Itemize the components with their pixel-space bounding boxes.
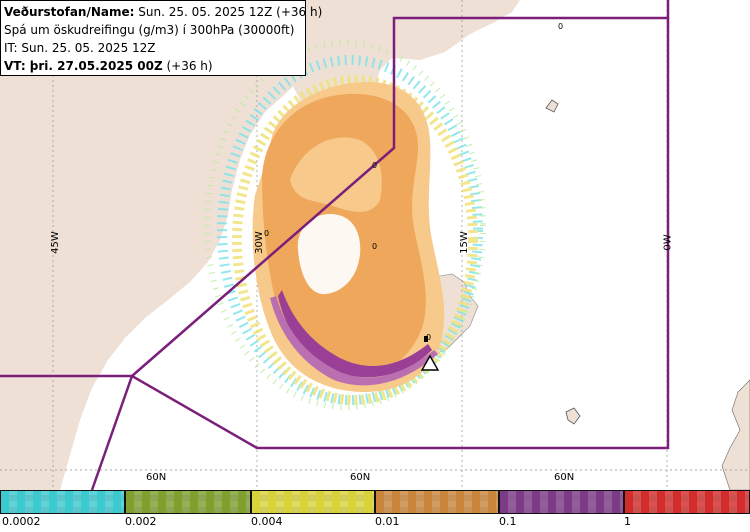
legend-color-3 [375,490,499,514]
zero-marker: 0 [426,333,431,342]
ash-cloud-purple [278,290,432,378]
lat-label-60n: 60N [146,472,167,483]
legend-tick: 1 [624,515,631,528]
source-date: Sun. 25. 05. 2025 12Z (+36 h) [134,5,323,19]
legend-tick: 0.01 [375,515,400,528]
valid-time-line: VT: þri. 27.05.2025 00Z (+36 h) [4,57,305,75]
fir-boundary [0,0,670,490]
norway-land [721,379,750,490]
legend-color-1 [125,490,251,514]
ash-speckles [204,40,486,410]
lon-label-15w: 15W [458,231,470,254]
concentration-legend: 0.0002 0.002 0.004 0.01 0.1 1 [0,490,750,532]
zero-marker: 0 [372,161,377,170]
legend-tick: 0.004 [251,515,283,528]
greenland-land [0,0,305,490]
legend-tick: 0.002 [125,515,157,528]
forecast-info-box: Veðurstofan/Name: Sun. 25. 05. 2025 12Z … [0,0,322,76]
volcano-marker-icon [420,354,440,371]
ash-cloud-gap [297,214,361,295]
legend-color-4 [499,490,624,514]
product-description: Spá um öskudreifingu (g/m3) í 300hPa (30… [4,23,295,37]
zero-marker: 0 [264,229,269,238]
ash-dispersion-map: 0 0 0 0 0 [0,0,750,490]
ash-cloud-inner [290,137,382,212]
valid-time-date: þri. 27.05.2025 00Z [25,59,163,73]
lat-label-60n: 60N [350,472,371,483]
faroe-islands [565,407,581,425]
valid-time-offset: (+36 h) [162,59,213,73]
zero-marker: 0 [558,22,563,31]
lon-label-30w: 30W [253,231,265,254]
title-line: Veðurstofan/Name: Sun. 25. 05. 2025 12Z … [4,3,322,21]
zero-marker: 0 [372,242,377,251]
legend-color-2 [251,490,375,514]
source-label: Veðurstofan/Name: [4,5,135,19]
jan-mayen [545,99,559,113]
legend-color-0 [0,490,125,514]
legend-tick: 0.1 [499,515,517,528]
lon-label-0w: 0W [662,234,674,251]
valid-time-label: VT: [4,59,26,73]
initial-time: IT: Sun. 25. 05. 2025 12Z [4,41,156,55]
volcano-point-icon [424,336,428,342]
ash-cloud-purple-edge [270,296,438,386]
legend-color-5 [624,490,750,514]
lat-label-60n: 60N [554,472,575,483]
legend-tick: 0.0002 [2,515,41,528]
lon-label-45w: 45W [49,231,61,254]
